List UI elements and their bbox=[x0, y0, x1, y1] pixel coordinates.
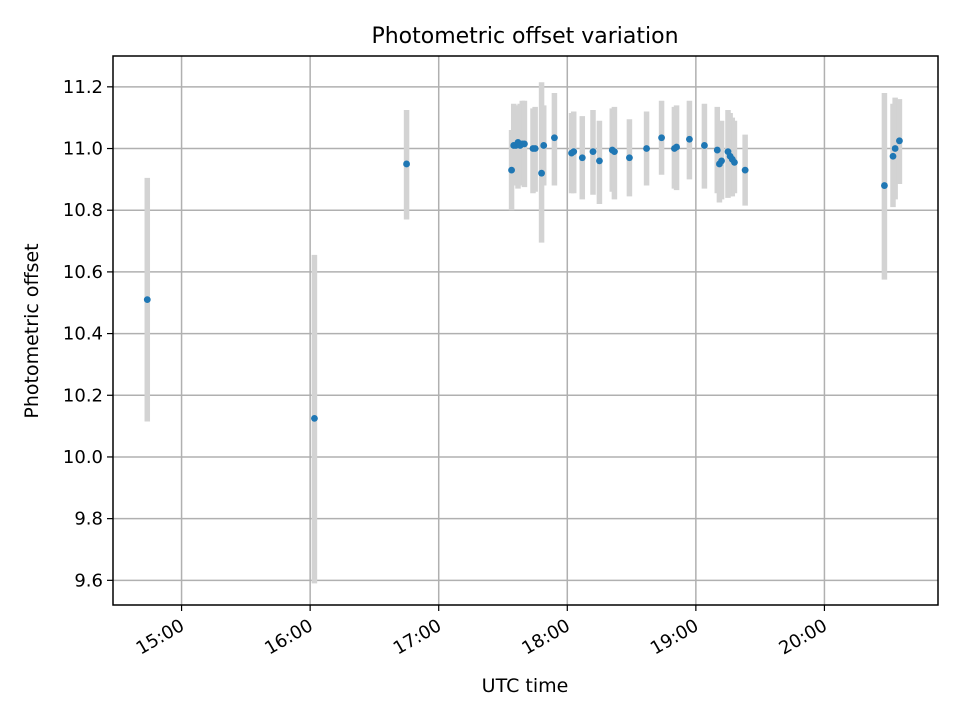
data-point bbox=[741, 166, 749, 174]
data-point bbox=[531, 145, 539, 152]
y-tick-label: 9.6 bbox=[74, 570, 103, 591]
data-point bbox=[701, 142, 708, 149]
data-point bbox=[896, 137, 903, 145]
data-point bbox=[626, 154, 633, 162]
y-axis-label: Photometric offset bbox=[21, 243, 43, 418]
y-tick-label: 10.2 bbox=[63, 385, 103, 406]
data-point bbox=[658, 134, 665, 142]
data-point bbox=[713, 146, 721, 154]
y-tick-label: 11.0 bbox=[63, 139, 103, 160]
plot-frame bbox=[112, 55, 939, 606]
y-tick-label: 10.4 bbox=[63, 324, 103, 345]
data-point bbox=[611, 148, 618, 156]
x-axis-label: UTC time bbox=[482, 675, 569, 697]
data-point bbox=[403, 160, 410, 168]
y-tick-label: 10.6 bbox=[63, 262, 103, 283]
data-point bbox=[731, 159, 738, 166]
data-point bbox=[643, 145, 650, 152]
y-tick-label: 9.8 bbox=[74, 509, 103, 530]
data-point bbox=[673, 143, 680, 151]
data-point bbox=[578, 154, 586, 162]
data-points bbox=[143, 134, 903, 422]
data-point bbox=[889, 152, 897, 160]
data-point bbox=[881, 182, 888, 189]
y-tick-label: 10.0 bbox=[63, 447, 103, 468]
data-point bbox=[596, 157, 603, 165]
data-point bbox=[540, 142, 548, 149]
data-point bbox=[570, 148, 578, 156]
data-point bbox=[891, 145, 899, 152]
data-point bbox=[521, 140, 528, 148]
y-axis-ticks: 9.6 9.8 10.0 10.2 10.4 10.6 10.8 11.0 11.2 bbox=[63, 77, 113, 591]
y-tick-label: 11.2 bbox=[63, 77, 103, 98]
data-point bbox=[551, 134, 558, 142]
data-point bbox=[508, 166, 515, 174]
data-point bbox=[718, 157, 725, 165]
data-point bbox=[686, 135, 693, 143]
data-point bbox=[589, 148, 597, 156]
y-tick-label: 10.8 bbox=[63, 200, 103, 221]
data-point bbox=[311, 415, 318, 422]
chart-title: Photometric offset variation bbox=[371, 24, 678, 49]
data-point bbox=[143, 296, 151, 304]
data-point bbox=[538, 169, 545, 177]
